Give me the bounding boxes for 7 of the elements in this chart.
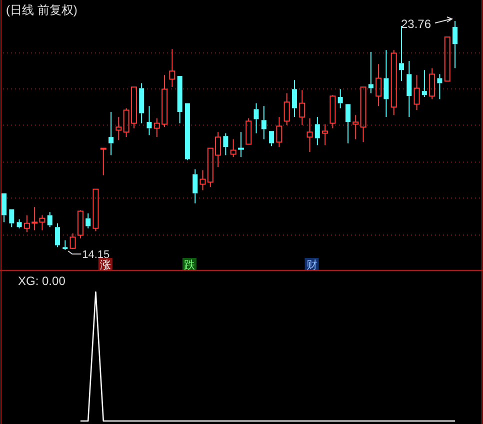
text: 跌 [184, 260, 195, 272]
text: 涨 [100, 260, 111, 272]
annotation: 23.76 [401, 17, 432, 31]
text: 财 [306, 258, 318, 272]
annotation: 14.15 [82, 249, 110, 261]
chart-title: (日线 前复权) [6, 3, 78, 17]
chart-title: XG: 0.00 [18, 274, 66, 288]
